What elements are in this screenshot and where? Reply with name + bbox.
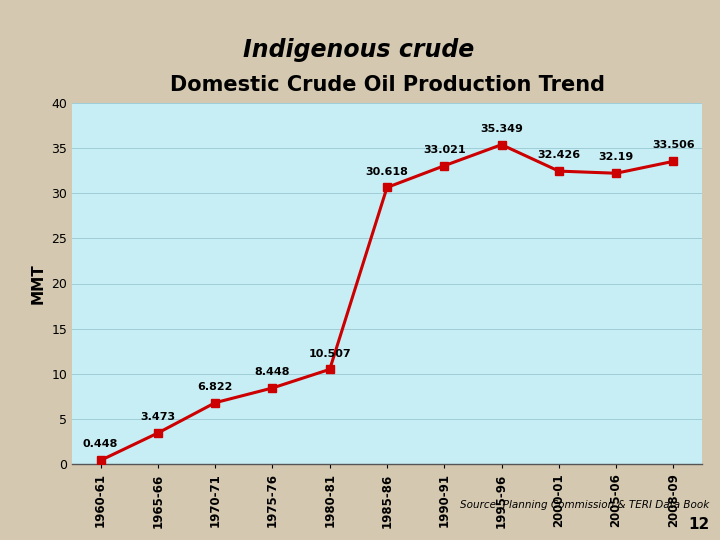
Text: 33.506: 33.506	[652, 140, 695, 151]
Text: 10.507: 10.507	[308, 348, 351, 359]
Text: 33.021: 33.021	[423, 145, 466, 155]
Text: 35.349: 35.349	[480, 124, 523, 134]
Text: 30.618: 30.618	[366, 167, 408, 177]
Text: 8.448: 8.448	[255, 367, 290, 377]
Text: Source: Planning Commission & TERI Data Book: Source: Planning Commission & TERI Data …	[460, 500, 709, 510]
Text: 6.822: 6.822	[197, 382, 233, 392]
Text: 32.426: 32.426	[537, 150, 580, 160]
Y-axis label: MMT: MMT	[31, 263, 45, 304]
Text: 0.448: 0.448	[83, 440, 118, 449]
Text: 12: 12	[688, 517, 709, 532]
Text: 32.19: 32.19	[598, 152, 634, 163]
Title: Domestic Crude Oil Production Trend: Domestic Crude Oil Production Trend	[169, 76, 605, 96]
Text: 3.473: 3.473	[140, 412, 176, 422]
Text: Indigenous crude: Indigenous crude	[243, 38, 474, 62]
